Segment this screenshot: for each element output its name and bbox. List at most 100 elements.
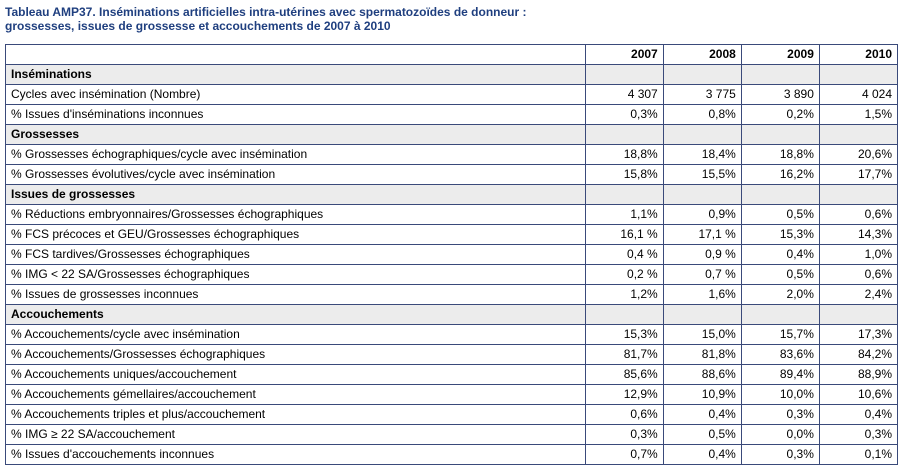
- section-empty-cell: [584, 124, 664, 145]
- value-cell-2010: 2,4%: [818, 284, 899, 305]
- value-cell-2007: 1,2%: [584, 284, 664, 305]
- row-label: % IMG ≥ 22 SA/accouchement: [5, 424, 586, 445]
- section-title: Accouchements: [5, 304, 586, 325]
- value-cell-2007: 0,4 %: [584, 244, 664, 265]
- header-label-cell: [5, 44, 586, 65]
- table-header-row: 2007 2008 2009 2010: [5, 44, 899, 65]
- table-row: % FCS précoces et GEU/Grossesses échogra…: [5, 224, 899, 245]
- value-cell-2010: 1,5%: [818, 104, 899, 125]
- value-cell-2009: 2,0%: [740, 284, 820, 305]
- section-title: Grossesses: [5, 124, 586, 145]
- value-cell-2009: 89,4%: [740, 364, 820, 385]
- table-row: % Grossesses évolutives/cycle avec insém…: [5, 164, 899, 185]
- value-cell-2010: 84,2%: [818, 344, 899, 365]
- value-cell-2010: 4 024: [818, 84, 899, 105]
- value-cell-2010: 0,6%: [818, 204, 899, 225]
- table-caption: Tableau AMP37. Inséminations artificiell…: [5, 5, 885, 33]
- value-cell-2007: 15,3%: [584, 324, 664, 345]
- table-row: % Accouchements triples et plus/accouche…: [5, 404, 899, 425]
- section-empty-cell: [662, 64, 742, 85]
- section-header-row: Issues de grossesses: [5, 184, 899, 205]
- value-cell-2007: 85,6%: [584, 364, 664, 385]
- header-year-2008: 2008: [662, 44, 742, 65]
- value-cell-2010: 1,0%: [818, 244, 899, 265]
- value-cell-2007: 1,1%: [584, 204, 664, 225]
- value-cell-2010: 17,7%: [818, 164, 899, 185]
- caption-line-2: grossesses, issues de grossesse et accou…: [5, 19, 391, 33]
- row-label: % Issues d'inséminations inconnues: [5, 104, 586, 125]
- value-cell-2009: 10,0%: [740, 384, 820, 405]
- value-cell-2009: 0,5%: [740, 204, 820, 225]
- section-empty-cell: [584, 184, 664, 205]
- section-header-row: Grossesses: [5, 124, 899, 145]
- row-label: % Accouchements/Grossesses échographique…: [5, 344, 586, 365]
- value-cell-2008: 15,5%: [662, 164, 742, 185]
- value-cell-2008: 15,0%: [662, 324, 742, 345]
- row-label: % Réductions embryonnaires/Grossesses éc…: [5, 204, 586, 225]
- value-cell-2008: 0,4%: [662, 444, 742, 465]
- row-label: % Grossesses échographiques/cycle avec i…: [5, 144, 586, 165]
- table-row: % IMG ≥ 22 SA/accouchement 0,3% 0,5% 0,0% 0,…: [5, 424, 899, 445]
- table-row: % Accouchements/cycle avec insémination 1…: [5, 324, 899, 345]
- section-empty-cell: [662, 184, 742, 205]
- row-label: % Accouchements/cycle avec insémination: [5, 324, 586, 345]
- table-row: % Issues d'inséminations inconnues 0,3% 0,…: [5, 104, 899, 125]
- value-cell-2010: 14,3%: [818, 224, 899, 245]
- value-cell-2008: 0,9 %: [662, 244, 742, 265]
- value-cell-2008: 10,9%: [662, 384, 742, 405]
- section-empty-cell: [584, 64, 664, 85]
- table-row: % Grossesses échographiques/cycle avec i…: [5, 144, 899, 165]
- value-cell-2009: 15,3%: [740, 224, 820, 245]
- table-row: % FCS tardives/Grossesses échographiques…: [5, 244, 899, 265]
- value-cell-2008: 0,5%: [662, 424, 742, 445]
- section-title: Inséminations: [5, 64, 586, 85]
- section-empty-cell: [740, 304, 820, 325]
- value-cell-2008: 0,9%: [662, 204, 742, 225]
- header-year-2009: 2009: [740, 44, 820, 65]
- value-cell-2009: 15,7%: [740, 324, 820, 345]
- amp37-table: 2007 2008 2009 2010 Inséminations Cycles …: [5, 44, 899, 465]
- section-empty-cell: [740, 64, 820, 85]
- row-label: Cycles avec insémination (Nombre): [5, 84, 586, 105]
- section-empty-cell: [818, 304, 899, 325]
- value-cell-2010: 20,6%: [818, 144, 899, 165]
- value-cell-2009: 18,8%: [740, 144, 820, 165]
- value-cell-2008: 0,4%: [662, 404, 742, 425]
- table-row: % IMG < 22 SA/Grossesses échographiques 0…: [5, 264, 899, 285]
- table-row: % Réductions embryonnaires/Grossesses éc…: [5, 204, 899, 225]
- row-label: % FCS précoces et GEU/Grossesses échogra…: [5, 224, 586, 245]
- value-cell-2008: 3 775: [662, 84, 742, 105]
- value-cell-2008: 1,6%: [662, 284, 742, 305]
- value-cell-2008: 18,4%: [662, 144, 742, 165]
- value-cell-2009: 0,3%: [740, 404, 820, 425]
- section-empty-cell: [662, 124, 742, 145]
- section-empty-cell: [740, 184, 820, 205]
- row-label: % Grossesses évolutives/cycle avec insém…: [5, 164, 586, 185]
- value-cell-2010: 17,3%: [818, 324, 899, 345]
- table-row: % Accouchements/Grossesses échographique…: [5, 344, 899, 365]
- value-cell-2009: 0,3%: [740, 444, 820, 465]
- table-body: Inséminations Cycles avec insémination (N…: [5, 64, 899, 465]
- value-cell-2008: 0,8%: [662, 104, 742, 125]
- value-cell-2010: 0,4%: [818, 404, 899, 425]
- table-row: Cycles avec insémination (Nombre) 4 307 3 …: [5, 84, 899, 105]
- value-cell-2009: 0,4%: [740, 244, 820, 265]
- section-header-row: Accouchements: [5, 304, 899, 325]
- row-label: % Issues de grossesses inconnues: [5, 284, 586, 305]
- value-cell-2010: 0,6%: [818, 264, 899, 285]
- row-label: % FCS tardives/Grossesses échographiques: [5, 244, 586, 265]
- value-cell-2009: 3 890: [740, 84, 820, 105]
- value-cell-2010: 0,1%: [818, 444, 899, 465]
- value-cell-2007: 81,7%: [584, 344, 664, 365]
- value-cell-2009: 83,6%: [740, 344, 820, 365]
- value-cell-2007: 15,8%: [584, 164, 664, 185]
- caption-line-1: Tableau AMP37. Inséminations artificiell…: [5, 5, 527, 19]
- value-cell-2007: 12,9%: [584, 384, 664, 405]
- section-empty-cell: [584, 304, 664, 325]
- value-cell-2007: 0,3%: [584, 104, 664, 125]
- row-label: % Accouchements triples et plus/accouche…: [5, 404, 586, 425]
- section-empty-cell: [740, 124, 820, 145]
- value-cell-2007: 0,2 %: [584, 264, 664, 285]
- value-cell-2007: 0,7%: [584, 444, 664, 465]
- section-title: Issues de grossesses: [5, 184, 586, 205]
